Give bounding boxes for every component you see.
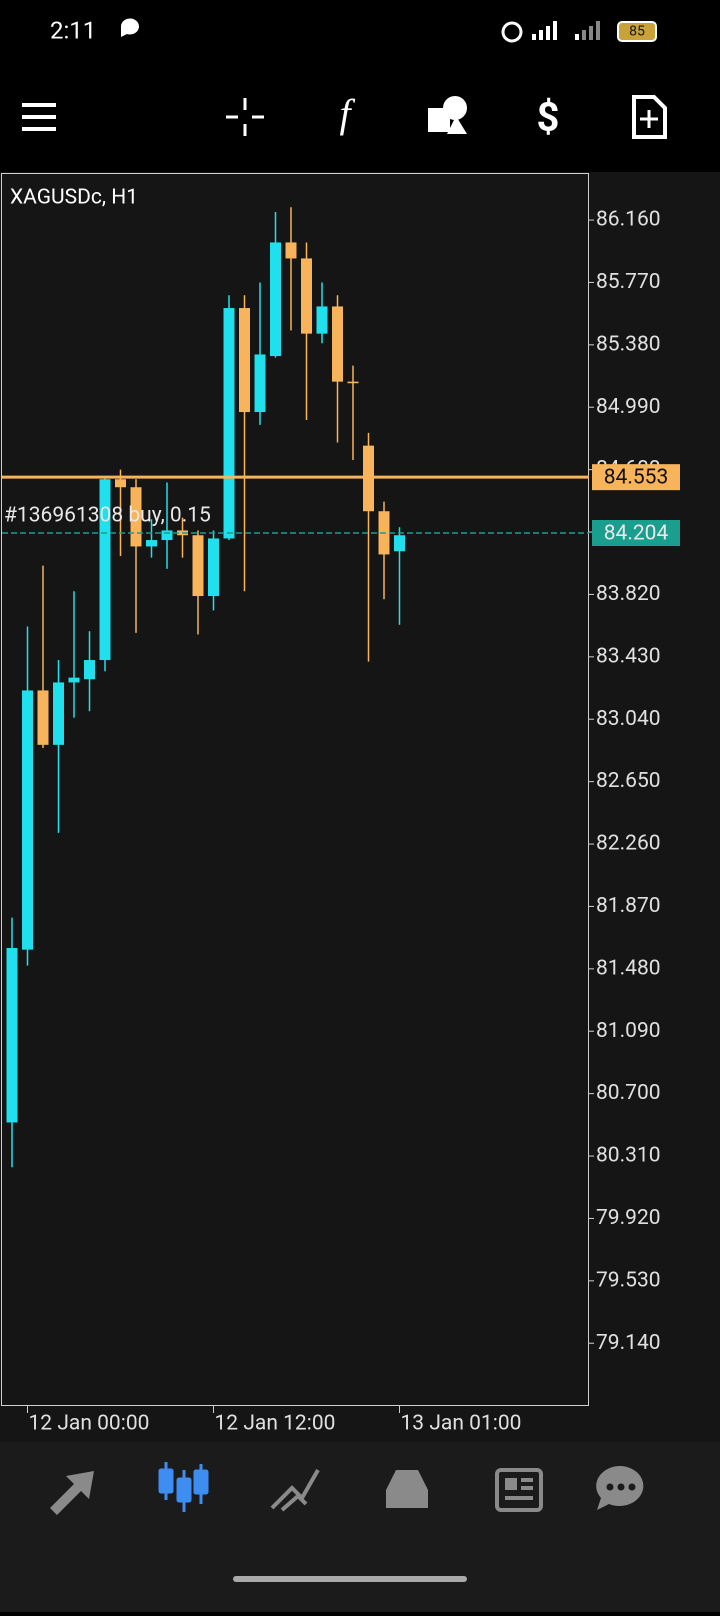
candle-body — [84, 660, 95, 680]
candle-body — [239, 308, 250, 413]
y-tick-label: 81.480 — [596, 956, 661, 980]
new-order-button[interactable] — [632, 95, 667, 139]
y-tick-label: 79.140 — [596, 1331, 661, 1355]
chat-tab[interactable] — [596, 1465, 644, 1510]
price-tag — [592, 464, 680, 491]
alarm-icon — [501, 21, 523, 43]
y-tick-label: 82.650 — [596, 769, 661, 793]
bottom-nav — [0, 1442, 720, 1612]
y-tick-label: 86.160 — [596, 208, 661, 232]
crosshair-button[interactable] — [226, 98, 264, 136]
y-tick-label: 82.260 — [596, 832, 661, 856]
y-tick-label: 80.310 — [596, 1144, 661, 1168]
candle-body — [223, 308, 235, 539]
candle-body — [22, 690, 33, 950]
trade-button[interactable]: $ — [537, 94, 560, 141]
candle-body — [192, 535, 204, 597]
home-indicator — [233, 1576, 467, 1582]
y-tick-label: 83.430 — [596, 644, 661, 668]
y-tick-label: 85.380 — [596, 332, 661, 356]
candle-body — [270, 242, 281, 357]
y-tick-label: 83.040 — [596, 707, 661, 731]
chart-title: XAGUSDc, H1 — [10, 186, 138, 210]
candle-body — [347, 381, 359, 384]
signal-icon — [532, 21, 600, 40]
candle-body — [301, 258, 312, 334]
candle-body — [285, 242, 297, 259]
x-tick-label: 12 Jan 00:00 — [29, 1412, 150, 1436]
plot-frame — [1, 173, 589, 1406]
price-tag-label: 84.204 — [604, 522, 669, 546]
y-tick-label: 81.870 — [596, 894, 661, 918]
status-time: 2:11 — [50, 16, 96, 44]
menu-button[interactable] — [22, 103, 56, 131]
y-tick-label: 79.530 — [596, 1268, 661, 1292]
candle-body — [99, 479, 111, 661]
objects-button[interactable] — [428, 96, 467, 134]
candle-body — [37, 690, 49, 745]
candle-body — [130, 487, 142, 547]
position-label: #136961308 buy, 0.15 — [4, 504, 211, 528]
status-notification-icon — [121, 18, 139, 37]
price-tag-label: 84.553 — [604, 466, 669, 490]
candle-body — [53, 682, 64, 745]
y-tick-label: 81.090 — [596, 1019, 661, 1043]
battery-level: 85 — [629, 24, 645, 40]
candle-body — [394, 535, 405, 552]
candle-body — [316, 306, 328, 334]
y-tick-label: 83.820 — [596, 582, 661, 606]
candle-body — [161, 530, 173, 541]
y-tick-label: 80.700 — [596, 1081, 661, 1105]
candle-body — [146, 540, 157, 547]
price-tag — [592, 520, 680, 546]
y-tick-label: 84.990 — [596, 395, 661, 419]
candle-body — [68, 677, 80, 683]
chart-background — [0, 172, 720, 1442]
x-tick-label: 13 Jan 01:00 — [401, 1412, 522, 1436]
candle-body — [115, 479, 126, 488]
x-tick-label: 12 Jan 12:00 — [215, 1412, 336, 1436]
candle-body — [332, 306, 343, 382]
chart-tab[interactable] — [158, 1462, 209, 1512]
news-tab[interactable] — [495, 1468, 543, 1512]
y-tick-label: 85.770 — [596, 270, 661, 294]
candle-body — [6, 948, 18, 1123]
trade-tab[interactable] — [270, 1469, 320, 1512]
y-tick-label: 79.920 — [596, 1206, 661, 1230]
history-tab[interactable] — [386, 1470, 428, 1508]
candle-body — [254, 354, 266, 413]
plot — [6, 207, 405, 1168]
candle-body — [208, 538, 219, 597]
battery-icon — [617, 21, 657, 42]
quotes-tab[interactable] — [50, 1471, 94, 1515]
